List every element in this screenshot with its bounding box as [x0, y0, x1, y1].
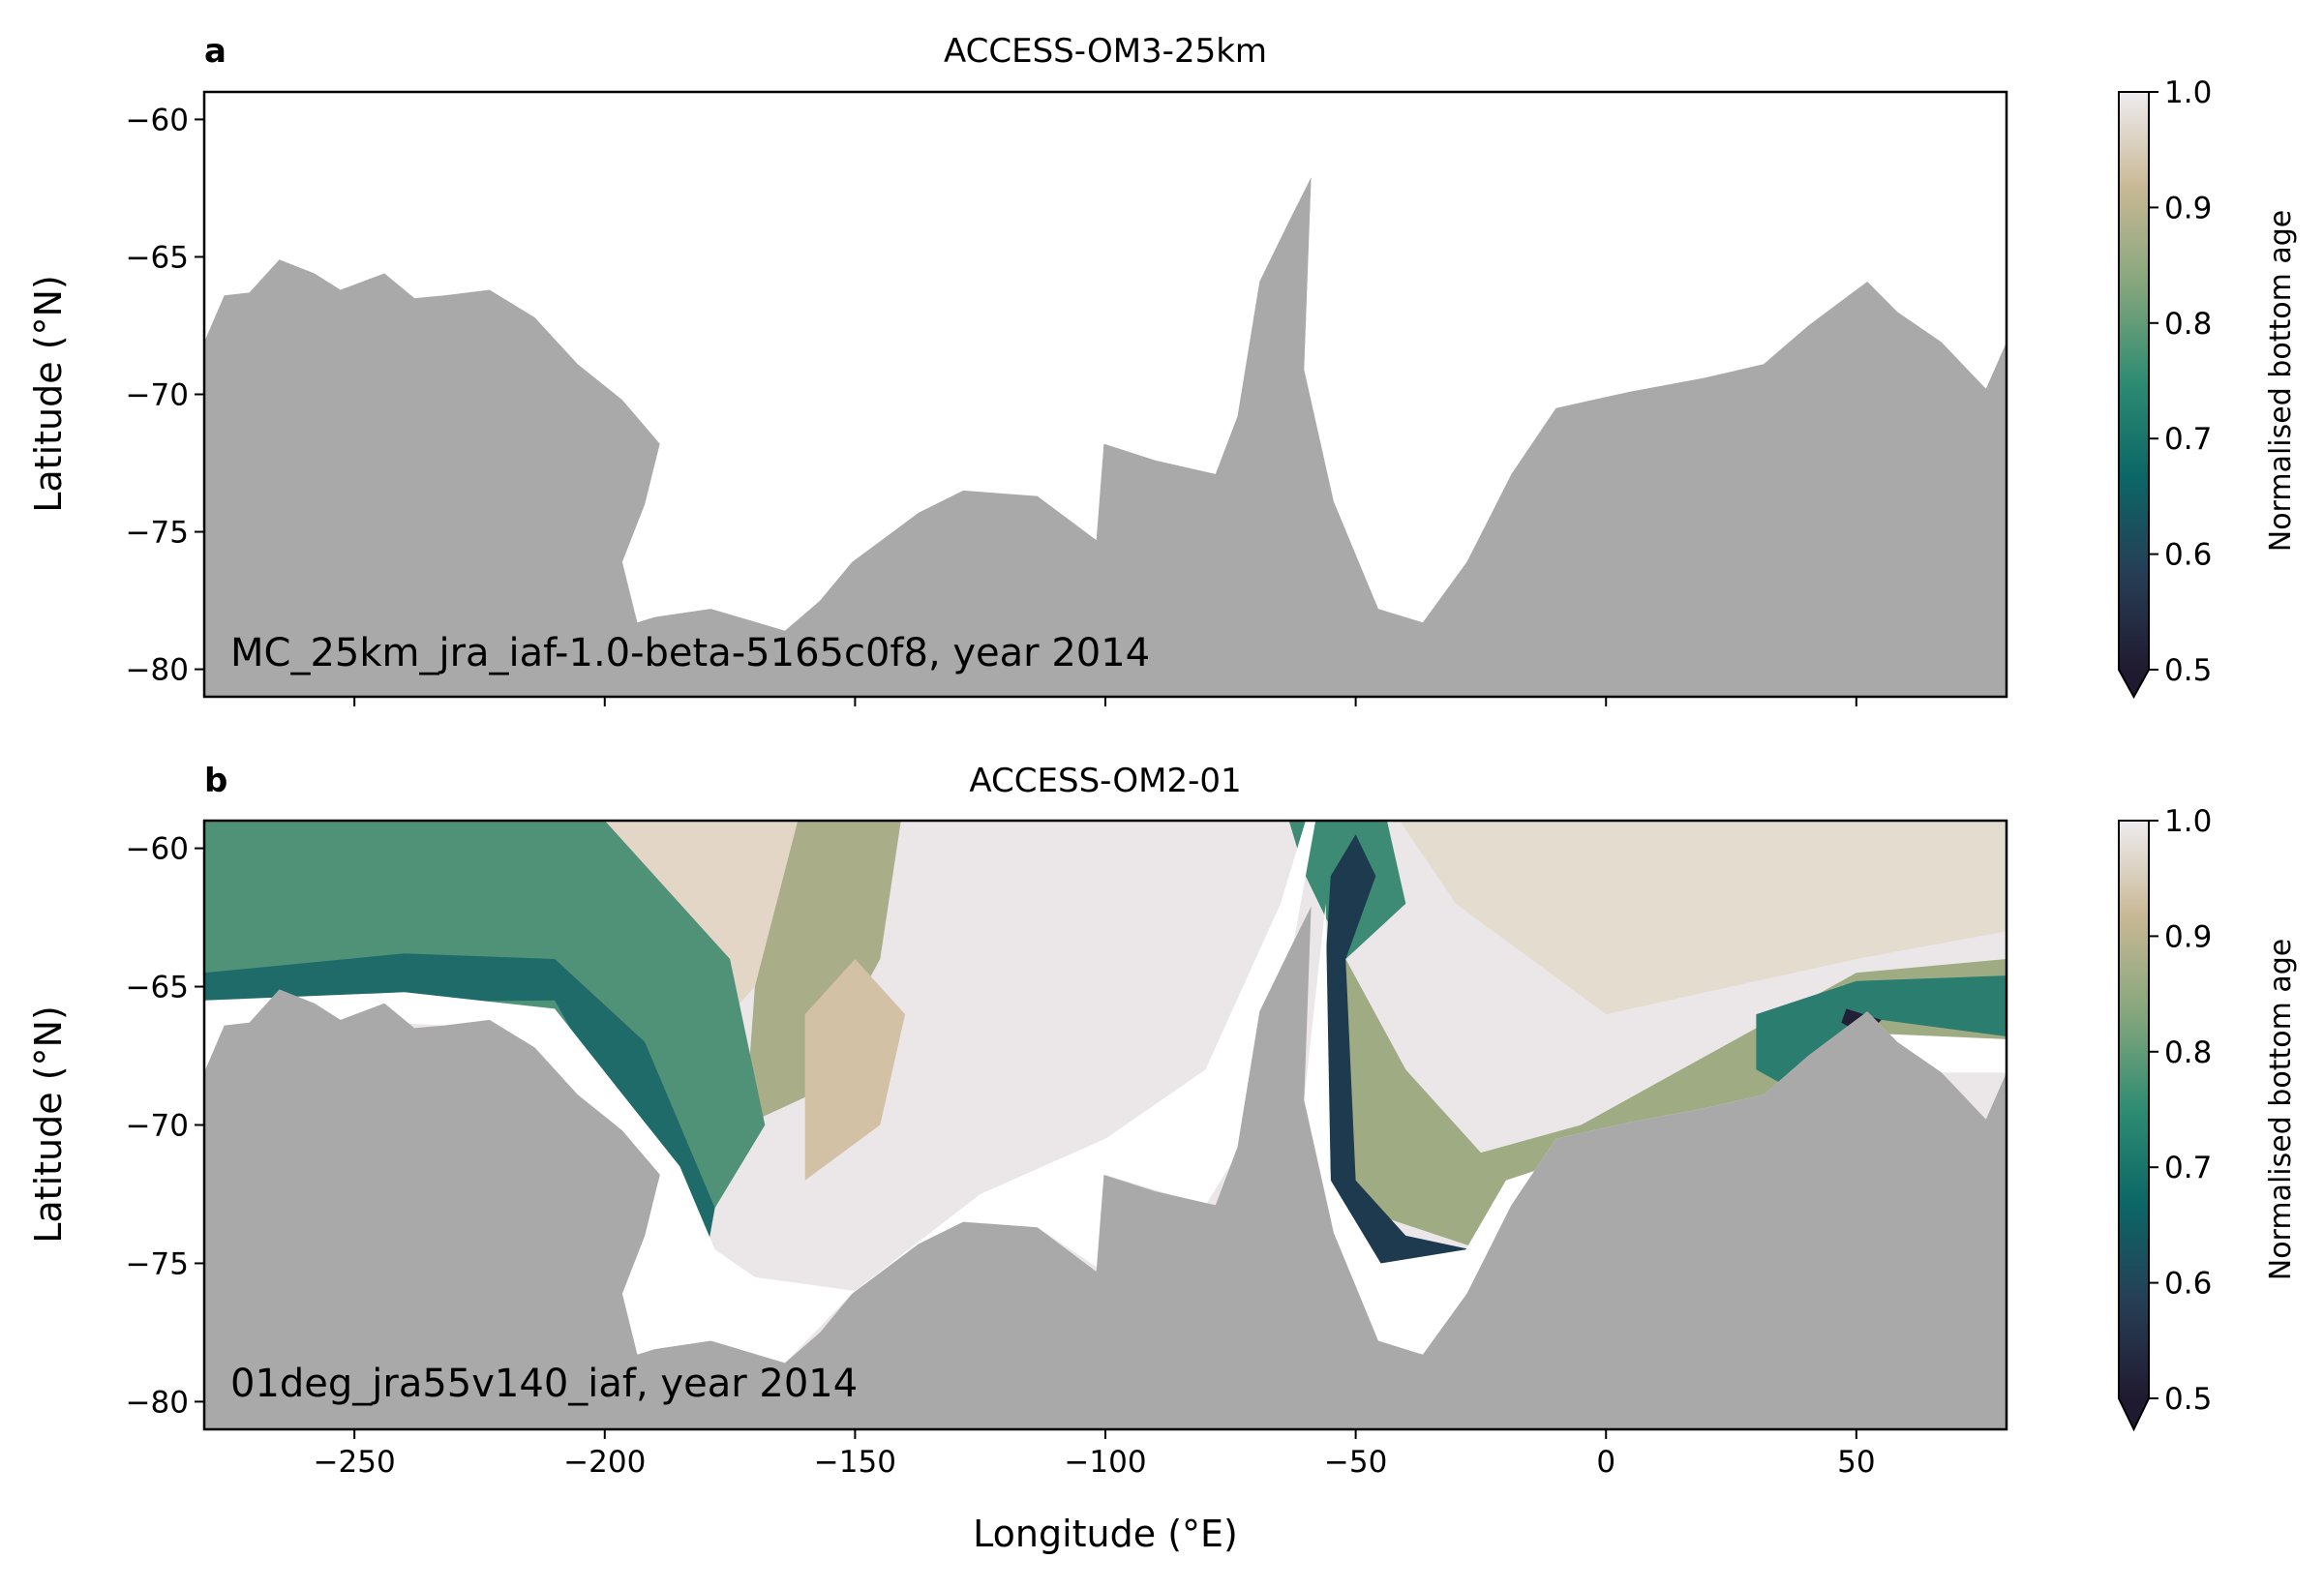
panel-b-ticks: −60 −65 −70 −75 −80 −250 −200 −150 −100 −50 0 50 [126, 832, 1876, 1480]
panel-b-label: b [204, 762, 227, 800]
panel-b-map [204, 821, 2007, 1429]
colorbar-tick-label: 0.8 [2164, 1035, 2212, 1070]
antarctica-land [204, 906, 2007, 1429]
y-tick-label: −75 [126, 516, 189, 551]
colorbar-tick-label: 0.5 [2164, 653, 2212, 688]
bottom-age-field-region [1399, 821, 2007, 1015]
colorbar-gradient [2119, 821, 2149, 1398]
colorbar-extend-min-triangle [2119, 670, 2149, 697]
y-tick-label: −60 [126, 832, 189, 867]
panel-a-annotation: MC_25km_jra_iaf-1.0-beta-5165c0f8, year … [230, 631, 1150, 675]
panel-a-ylabel: Latitude (°N) [27, 275, 70, 513]
y-tick-label: −75 [126, 1246, 189, 1281]
panel-b-colorbar: 0.5 0.6 0.7 0.8 0.9 1.0 Normalised bottom age [2118, 804, 2298, 1432]
panel-b-ylabel: Latitude (°N) [27, 1005, 70, 1244]
colorbar-gradient [2119, 92, 2149, 670]
panel-a: a ACCESS-OM3-25km MC_25km_jra_iaf-1.0-be… [27, 32, 2298, 706]
antarctica-land [204, 177, 2007, 697]
colorbar-tick-label: 0.6 [2164, 1267, 2212, 1302]
colorbar-tick-label: 0.9 [2164, 191, 2212, 225]
y-tick-label: −65 [126, 971, 189, 1005]
panel-b-title: ACCESS-OM2-01 [969, 762, 1241, 800]
colorbar-tick-label: 0.6 [2164, 538, 2212, 573]
panel-b-annotation: 01deg_jra55v140_iaf, year 2014 [230, 1362, 858, 1406]
x-tick-label: −100 [1064, 1445, 1146, 1480]
colorbar-tick-label: 0.7 [2164, 422, 2212, 457]
x-tick-label: 0 [1596, 1445, 1615, 1480]
bottom-age-field-region [804, 959, 906, 1181]
bottom-age-field-region [204, 953, 715, 1264]
y-tick-label: −80 [126, 1385, 189, 1420]
bottom-age-field-region [744, 821, 901, 1125]
panel-a-colorbar: 0.5 0.6 0.7 0.8 0.9 1.0 Normalised bottom age [2118, 75, 2298, 700]
x-tick-label: −50 [1324, 1445, 1387, 1480]
panel-a-title: ACCESS-OM3-25km [944, 32, 1267, 71]
x-tick-label: 50 [1837, 1445, 1875, 1480]
y-tick-label: −70 [126, 378, 189, 413]
colorbar-tick-label: 0.7 [2164, 1151, 2212, 1185]
colorbar-tick-label: 0.9 [2164, 919, 2212, 954]
panel-a-map [204, 177, 2007, 697]
x-tick-label: −150 [814, 1445, 896, 1480]
colorbar-tick-label: 1.0 [2164, 75, 2212, 110]
colorbar-outline [2118, 91, 2150, 700]
panel-b: b ACCESS-OM2-01 01deg_jra55v140_iaf, yea… [27, 762, 2298, 1555]
colorbar-tick-label: 1.0 [2164, 804, 2212, 839]
y-tick-label: −80 [126, 653, 189, 688]
y-tick-label: −65 [126, 240, 189, 275]
panel-a-label: a [204, 32, 226, 71]
x-tick-label: −250 [314, 1445, 396, 1480]
colorbar-tick-label: 0.5 [2164, 1382, 2212, 1417]
colorbar-extend-min-triangle [2119, 1398, 2149, 1429]
bottom-age-field-region [1325, 834, 1471, 1264]
panel-a-ticks: −60 −65 −70 −75 −80 [126, 103, 1857, 706]
y-tick-label: −70 [126, 1109, 189, 1144]
colorbar-tick-label: 0.8 [2164, 307, 2212, 342]
x-tick-label: −200 [563, 1445, 646, 1480]
y-tick-label: −60 [126, 103, 189, 137]
bottom-age-field-region [204, 821, 766, 1209]
no-data-region [204, 821, 1316, 1364]
colorbar-label: Normalised bottom age [2264, 210, 2298, 552]
colorbar-label: Normalised bottom age [2264, 939, 2298, 1280]
colorbar-outline [2118, 820, 2150, 1432]
panel-b-xlabel: Longitude (°E) [973, 1513, 1238, 1555]
